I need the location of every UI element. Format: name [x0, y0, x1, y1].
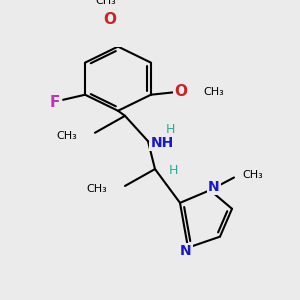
- Text: CH₃: CH₃: [96, 0, 116, 6]
- Text: CH₃: CH₃: [86, 184, 107, 194]
- Text: CH₃: CH₃: [203, 87, 224, 97]
- Text: O: O: [103, 12, 116, 27]
- Text: CH₃: CH₃: [56, 131, 77, 141]
- Text: F: F: [50, 95, 60, 110]
- Text: O: O: [174, 84, 188, 99]
- Text: N: N: [208, 180, 220, 194]
- Text: N: N: [180, 244, 192, 258]
- Text: CH₃: CH₃: [242, 170, 263, 180]
- Text: NH: NH: [150, 136, 174, 150]
- Text: H: H: [168, 164, 178, 177]
- Text: H: H: [165, 123, 175, 136]
